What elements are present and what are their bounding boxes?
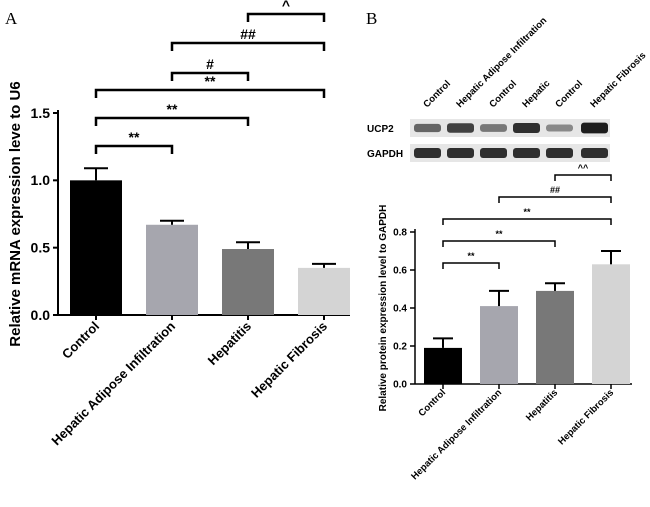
blot-band <box>513 147 540 159</box>
bar <box>536 290 574 384</box>
blot-row-label: UCP2 <box>367 124 394 135</box>
significance-label: # <box>206 56 214 72</box>
y-tick-label: 0.8 <box>393 228 407 239</box>
significance-bracket <box>94 116 250 126</box>
blot-band <box>513 122 540 134</box>
bar <box>480 306 518 384</box>
blot-lane-label: Control <box>553 78 585 110</box>
bar <box>424 347 462 384</box>
significance-bracket <box>94 88 326 98</box>
significance-bracket <box>246 12 326 22</box>
panel-b-letter: B <box>366 9 377 28</box>
y-tick-label: 0.4 <box>393 304 407 315</box>
significance-label: ** <box>467 251 475 261</box>
blot-band <box>447 147 474 159</box>
western-blot-b: Control Hepatic Adipose InfiltrationContr… <box>367 15 648 162</box>
blot-band <box>581 122 608 134</box>
x-tick-label: Hepatic Fibrosis <box>556 387 616 447</box>
x-tick-label: Hepatic Fibrosis <box>248 319 330 401</box>
significance-bracket <box>442 262 500 269</box>
significance-label: ** <box>167 101 178 117</box>
y-axis-title: Relative protein expression level to GAP… <box>378 205 389 412</box>
y-tick-label: 0.0 <box>31 307 51 323</box>
significance-bracket <box>554 174 612 181</box>
significance-label: ^ <box>282 0 290 13</box>
blot-band <box>546 124 573 132</box>
significance-bracket <box>170 71 250 81</box>
blot-band <box>480 147 507 159</box>
bar <box>592 264 630 384</box>
blot-lane-label: Control <box>421 78 453 110</box>
y-tick-label: 1.5 <box>31 105 51 121</box>
x-tick-label: Hepatic Adipose Infiltration <box>48 318 178 448</box>
bar <box>70 180 122 315</box>
x-tick-label: Hepatitis <box>524 387 560 423</box>
blot-band <box>414 123 441 133</box>
x-tick-label: Hepatitis <box>205 319 254 368</box>
significance-bracket <box>442 240 556 247</box>
blot-lane-label: Hepatic Fibrosis <box>588 50 648 110</box>
bar <box>222 249 274 315</box>
blot-band <box>546 147 573 159</box>
significance-bracket <box>170 41 326 51</box>
blot-row-label: GAPDH <box>367 149 403 160</box>
significance-label: ## <box>550 185 560 195</box>
blot-lane-label: Control <box>487 78 519 110</box>
bar <box>146 224 198 315</box>
significance-label: ** <box>523 207 531 217</box>
blot-band <box>480 124 507 132</box>
x-tick-label: Control <box>59 319 102 362</box>
chart-a-mrna: 0.0 0.5 1.0 1.5 Relative mRNA expression lev… <box>7 0 350 448</box>
x-tick-label: Control <box>416 387 448 419</box>
significance-label: ** <box>205 73 216 89</box>
y-tick-label: 0.5 <box>31 240 51 256</box>
y-tick-label: 1.0 <box>31 172 51 188</box>
significance-label: ## <box>240 26 256 42</box>
y-tick-label: 0.0 <box>393 380 407 391</box>
significance-label: ** <box>129 129 140 145</box>
blot-band <box>414 147 441 159</box>
significance-label: ^^ <box>578 163 589 173</box>
blot-band <box>581 147 608 159</box>
blot-band <box>447 123 474 133</box>
chart-b-protein: 0.0 0.2 0.4 0.6 0.8 Relative protein expressi… <box>378 163 632 482</box>
significance-bracket <box>498 196 612 203</box>
y-tick-label: 0.6 <box>393 266 407 277</box>
significance-label: ** <box>495 229 503 239</box>
bar <box>298 267 350 315</box>
panel-a-letter: A <box>5 9 18 28</box>
blot-lane-label: Hepatic <box>520 78 552 110</box>
significance-bracket <box>442 218 612 225</box>
y-axis-title: Relative mRNA expression leve to U6 <box>7 81 24 346</box>
y-tick-label: 0.2 <box>393 342 407 353</box>
significance-bracket <box>94 144 174 154</box>
x-tick-label: Hepatic Adipose Infiltration <box>409 387 504 482</box>
